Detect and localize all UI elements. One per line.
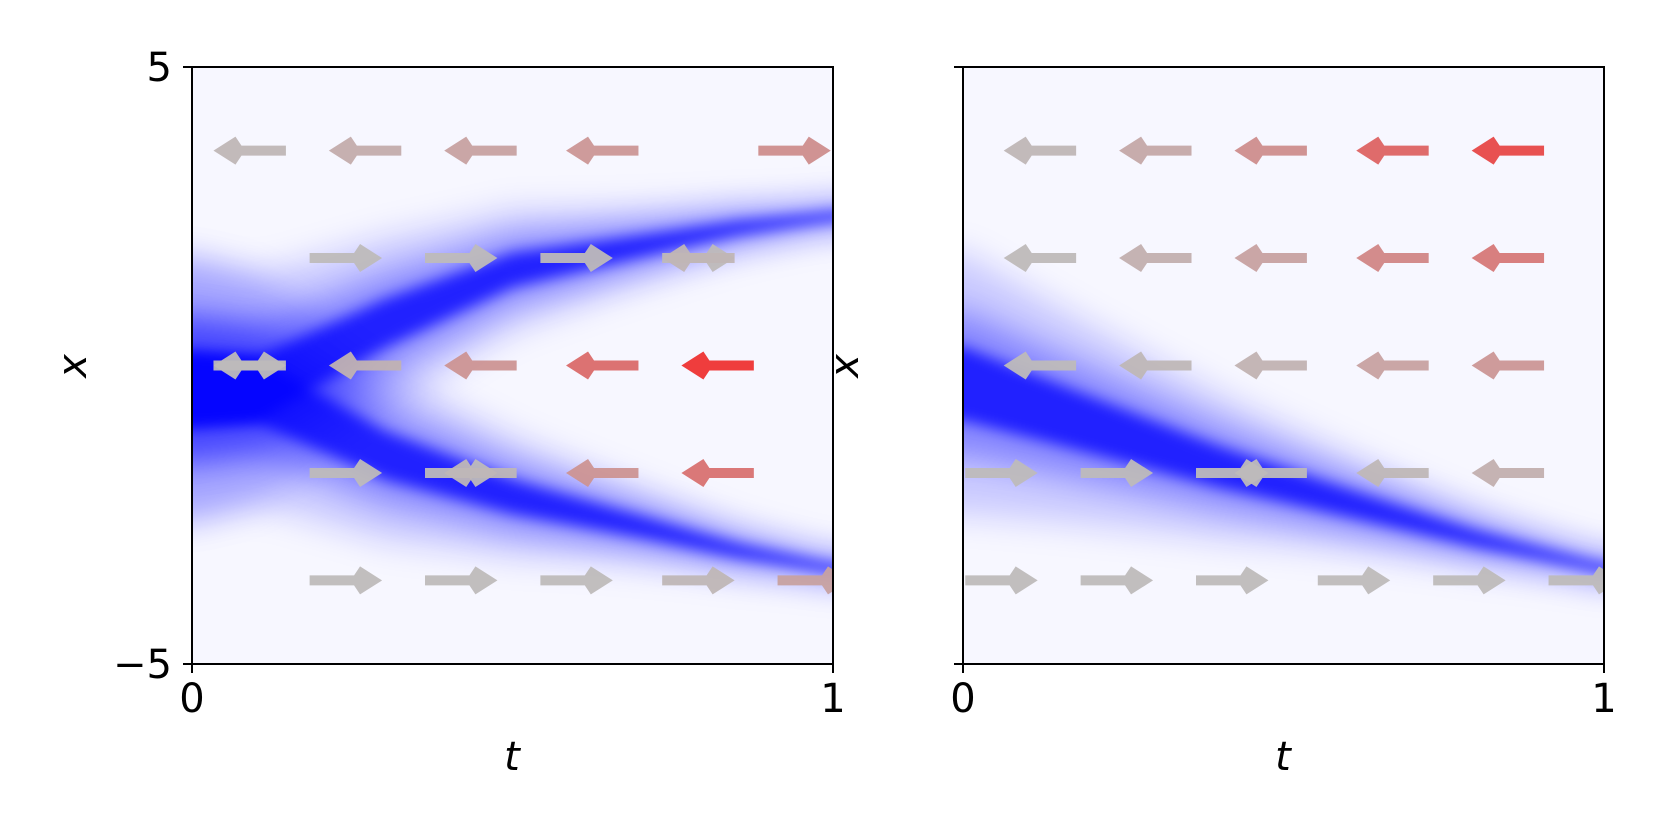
right-arrow-field <box>965 136 1604 702</box>
left-x-axis-label: t <box>504 734 521 780</box>
vector-arrow <box>1080 566 1154 595</box>
vector-arrow <box>1003 244 1077 273</box>
vector-arrow <box>662 244 735 273</box>
density-band <box>963 252 1604 587</box>
vector-arrow <box>1234 244 1307 273</box>
vector-arrow <box>1471 458 1545 487</box>
y-tick-label: −5 <box>113 642 172 688</box>
density-band <box>192 258 833 587</box>
vector-arrow <box>1119 244 1192 273</box>
vector-arrow <box>1356 351 1429 380</box>
vector-arrow <box>444 674 516 702</box>
vector-arrow <box>329 674 401 702</box>
left-y-axis-label: x <box>50 354 96 380</box>
vector-arrow <box>1003 351 1077 380</box>
vector-arrow <box>425 244 498 273</box>
vector-arrow <box>1356 136 1429 165</box>
left-arrow-field <box>213 136 833 702</box>
density-band <box>963 346 1604 574</box>
vector-arrow <box>309 458 383 487</box>
right-y-axis-label: x <box>822 354 868 380</box>
vector-arrow <box>213 674 285 702</box>
left-density-layer <box>192 198 833 587</box>
vector-arrow <box>1119 351 1192 380</box>
vector-arrow <box>540 566 613 595</box>
vector-arrow <box>540 244 613 273</box>
y-tick-label: 5 <box>147 45 172 91</box>
vector-arrow <box>425 566 498 595</box>
vector-arrow <box>1196 566 1269 595</box>
vector-arrow <box>444 136 517 165</box>
vector-arrow <box>444 351 517 380</box>
vector-arrow <box>1433 566 1506 595</box>
left-ticks: 0 1 −5 5 <box>113 45 846 722</box>
vector-arrow <box>1119 136 1192 165</box>
vector-arrow <box>1356 244 1429 273</box>
x-tick-label: 1 <box>820 676 845 722</box>
x-tick-label: 0 <box>950 676 975 722</box>
vector-arrow <box>566 458 639 487</box>
vector-arrow <box>1471 136 1545 165</box>
vector-arrow <box>1234 674 1306 702</box>
vector-arrow <box>328 136 402 165</box>
vector-arrow <box>309 244 383 273</box>
vector-arrow <box>213 136 286 165</box>
vector-arrow <box>1234 136 1307 165</box>
vector-arrow <box>1356 458 1429 487</box>
right-density-layer <box>963 252 1604 587</box>
vector-arrow <box>965 458 1038 487</box>
density-band <box>963 311 1604 579</box>
vector-arrow <box>965 566 1038 595</box>
vector-arrow <box>758 136 831 165</box>
vector-arrow <box>1548 566 1604 595</box>
vector-arrow <box>1119 674 1191 702</box>
vector-arrow <box>1356 674 1428 702</box>
vector-arrow <box>1234 458 1307 487</box>
vector-arrow <box>328 351 402 380</box>
density-band <box>192 198 833 521</box>
vector-arrow <box>1080 458 1154 487</box>
vector-arrow <box>309 566 383 595</box>
vector-arrow <box>566 674 638 702</box>
right-x-axis-label: t <box>1275 734 1292 780</box>
vector-arrow <box>1004 674 1076 702</box>
vector-arrow <box>1003 136 1077 165</box>
vector-arrow <box>1234 351 1307 380</box>
vector-arrow <box>777 566 833 595</box>
vector-arrow <box>681 458 754 487</box>
x-tick-label: 0 <box>179 676 204 722</box>
right-plot-frame <box>962 66 1605 665</box>
vector-arrow <box>681 351 754 380</box>
x-tick-label: 1 <box>1591 676 1616 722</box>
vector-arrow <box>566 136 639 165</box>
vector-arrow <box>1317 566 1391 595</box>
left-plot-frame <box>191 66 834 665</box>
vector-arrow <box>566 351 639 380</box>
vector-arrow <box>662 566 735 595</box>
left-panel: 0 1 −5 5 t x <box>50 45 846 780</box>
vector-arrow <box>1471 244 1545 273</box>
vector-arrow <box>444 458 517 487</box>
density-band <box>192 352 833 574</box>
vector-arrow <box>213 351 286 380</box>
vector-arrow <box>1471 351 1545 380</box>
